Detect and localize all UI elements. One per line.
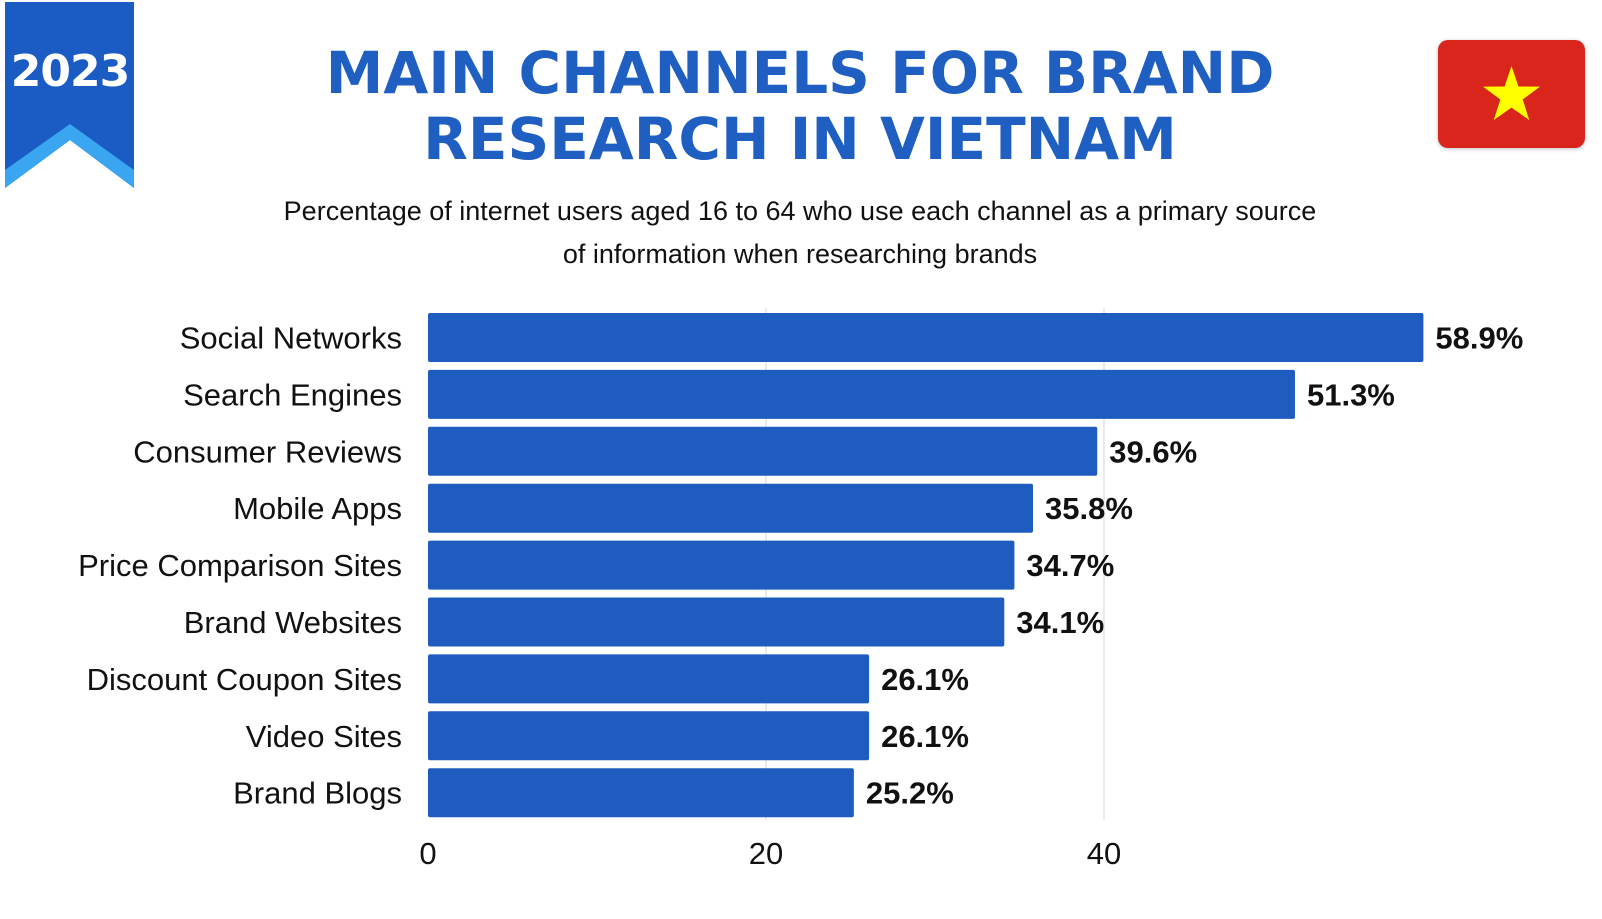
title-line-1: MAIN CHANNELS FOR BRAND <box>325 39 1275 107</box>
bar <box>428 540 1015 590</box>
value-label: 34.1% <box>1016 605 1104 640</box>
bar <box>428 483 1034 533</box>
x-tick-label: 40 <box>1087 836 1121 871</box>
value-label: 35.8% <box>1045 491 1133 526</box>
bar <box>428 654 870 704</box>
x-tick-label: 0 <box>419 836 436 871</box>
ribbon-shape <box>5 2 134 188</box>
title-line-2: RESEARCH IN VIETNAM <box>423 105 1177 173</box>
flag-star-icon <box>1483 66 1540 120</box>
subtitle-line-2: of information when researching brands <box>562 239 1038 269</box>
category-label: Discount Coupon Sites <box>87 662 402 697</box>
chart-subtitle: Percentage of internet users aged 16 to … <box>150 190 1450 276</box>
category-label: Brand Blogs <box>233 776 402 811</box>
category-label: Brand Websites <box>184 605 402 640</box>
x-tick-label: 20 <box>749 836 783 871</box>
bar <box>428 369 1295 419</box>
bar <box>428 313 1424 362</box>
bar <box>428 426 1098 476</box>
year-label: 2023 <box>10 46 130 97</box>
value-label: 34.7% <box>1026 548 1114 583</box>
value-label: 26.1% <box>881 719 969 754</box>
category-label: Search Engines <box>183 377 402 412</box>
category-label: Price Comparison Sites <box>78 548 402 583</box>
subtitle-line-1: Percentage of internet users aged 16 to … <box>283 196 1317 226</box>
category-label: Social Networks <box>180 321 402 356</box>
chart-title: MAIN CHANNELS FOR BRAND RESEARCH IN VIET… <box>250 40 1350 172</box>
value-label: 25.2% <box>866 776 954 811</box>
value-label: 26.1% <box>881 662 969 697</box>
value-label: 58.9% <box>1435 321 1523 356</box>
category-label: Consumer Reviews <box>133 434 402 469</box>
vietnam-flag-icon <box>1438 40 1585 148</box>
value-label: 39.6% <box>1109 434 1197 469</box>
category-label: Mobile Apps <box>233 491 402 526</box>
category-label: Video Sites <box>246 719 402 754</box>
bar <box>428 768 854 818</box>
bar <box>428 597 1005 647</box>
value-label: 51.3% <box>1307 377 1395 412</box>
bar <box>428 711 870 761</box>
